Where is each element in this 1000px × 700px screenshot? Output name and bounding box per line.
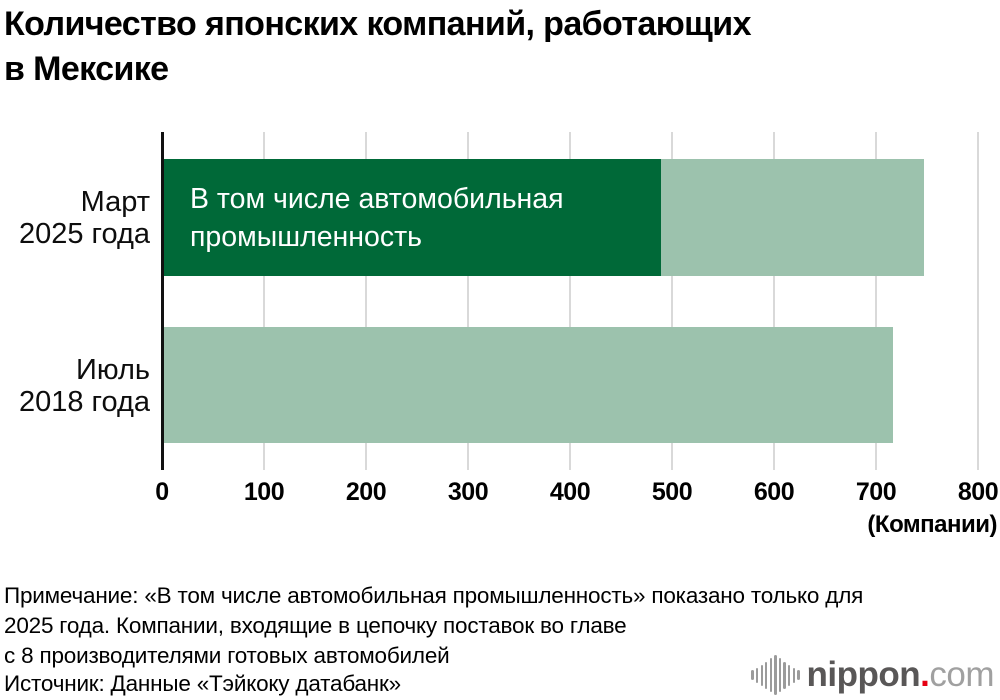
x-tick-label-400: 400 — [549, 478, 591, 506]
bar-automotive-march-2025: В том числе автомобильная промышленность — [164, 159, 661, 276]
x-tick-label-200: 200 — [345, 478, 387, 506]
note-line-2: 2025 года. Компании, входящие в цепочку … — [4, 613, 627, 638]
category-label-march-2025: Март 2025 года — [18, 186, 150, 250]
x-axis-ticks: 0 100 200 300 400 500 600 700 800 — [0, 478, 1000, 508]
logo-dot: . — [920, 655, 930, 694]
category-label-july-2018: Июль 2018 года — [18, 354, 150, 418]
gridline-500 — [671, 132, 673, 470]
gridline-100 — [263, 132, 265, 470]
x-tick-label-600: 600 — [753, 478, 795, 506]
x-tick-label-100: 100 — [243, 478, 285, 506]
note-line-3: с 8 производителями готовых автомобилей — [4, 643, 450, 668]
nippon-logo: nippon. com — [751, 654, 994, 696]
gridline-200 — [365, 132, 367, 470]
sound-wave-icon — [751, 654, 800, 696]
gridline-600 — [773, 132, 775, 470]
x-tick-label-800: 800 — [957, 478, 999, 506]
plot-area: В том числе автомобильная промышленность — [160, 132, 979, 470]
note-block: Примечание: «В том числе автомобильная п… — [4, 581, 863, 671]
x-axis-unit-label: (Компании) — [867, 511, 997, 538]
logo-brand: nippon — [806, 655, 921, 694]
logo-tld: com — [929, 655, 994, 694]
y-axis-line — [160, 132, 164, 470]
x-tick-label-500: 500 — [651, 478, 693, 506]
bar-total-july-2018 — [164, 327, 894, 443]
gridline-800 — [977, 132, 979, 470]
note-line-1: Примечание: «В том числе автомобильная п… — [4, 583, 864, 608]
chart-title-line-1: Количество японских компаний, работающих — [4, 5, 751, 43]
source-text: Источник: Данные «Тэйкоку датабанк» — [4, 671, 401, 696]
chart-title-line-2: в Мексике — [4, 50, 169, 88]
gridline-300 — [467, 132, 469, 470]
nippon-logo-text: nippon. com — [806, 655, 995, 695]
x-tick-label-700: 700 — [855, 478, 897, 506]
bar-inner-label: В том числе автомобильная промышленность — [190, 182, 564, 253]
gridline-700 — [875, 132, 877, 470]
gridline-400 — [569, 132, 571, 470]
chart-title: Количество японских компаний, работающих… — [4, 2, 996, 92]
x-tick-label-300: 300 — [447, 478, 489, 506]
x-tick-label-0: 0 — [155, 478, 169, 506]
